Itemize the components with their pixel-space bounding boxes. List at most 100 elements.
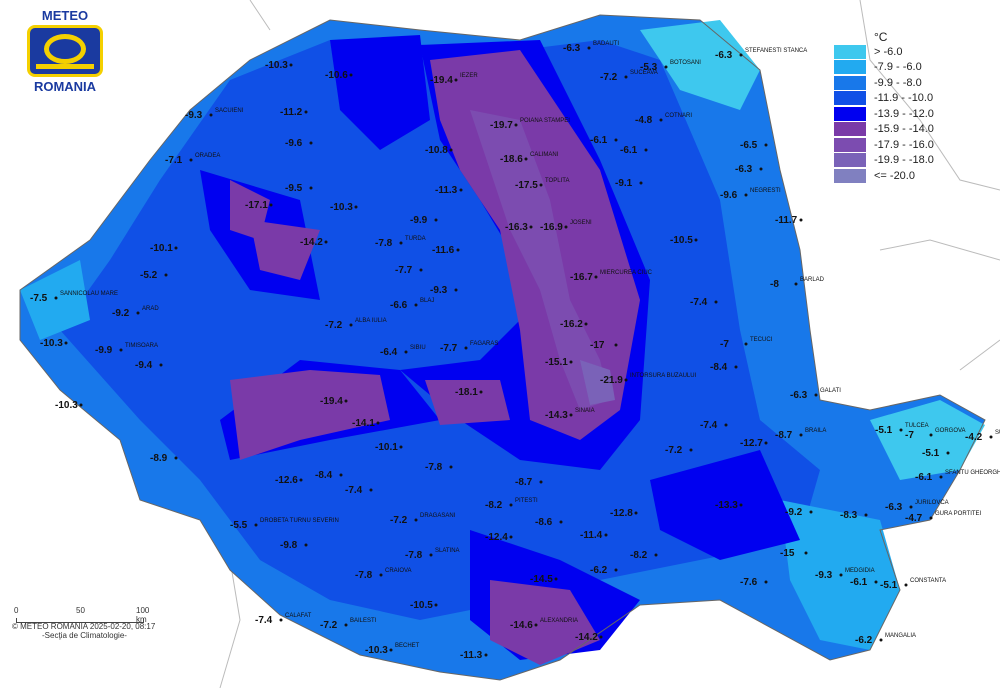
station-marker: -4.2 SULINA xyxy=(965,430,1000,443)
station-name: CALAFAT xyxy=(285,613,312,619)
station-name: TIMISOARA xyxy=(125,343,158,349)
station-value: -10.5 xyxy=(670,235,693,246)
station-name: BAILESTI xyxy=(350,618,377,624)
station-marker: -13.3 xyxy=(715,500,743,511)
station-dot xyxy=(304,543,308,547)
station-name: DROBETA TURNU SEVERIN xyxy=(260,518,339,524)
station-marker: -7.2 ALBA IULIA xyxy=(325,318,387,331)
station-marker: -12.6 xyxy=(275,475,303,486)
legend-label: -17.9 - -16.0 xyxy=(874,138,934,151)
station-marker: -18.1 xyxy=(455,387,483,398)
station-name: MEDGIDIA xyxy=(845,568,875,574)
station-dot xyxy=(414,518,418,522)
temperature-band xyxy=(640,20,760,110)
station-name: ALEXANDRIA xyxy=(540,618,578,624)
station-marker: -7.4 xyxy=(690,297,718,308)
temperature-band xyxy=(490,580,600,665)
station-dot xyxy=(714,300,718,304)
station-marker: -8.9 xyxy=(150,453,178,464)
country-border xyxy=(19,14,986,681)
station-dot xyxy=(939,475,943,479)
station-value: -11.3 xyxy=(460,650,483,661)
station-value: -5.5 xyxy=(230,520,248,531)
station-marker: -16.2 xyxy=(560,319,588,330)
station-dot xyxy=(529,225,533,229)
station-dot xyxy=(624,75,628,79)
station-name: STEFANESTI STANCA xyxy=(745,48,807,54)
station-value: -7.2 xyxy=(390,515,408,526)
station-value: -6.3 xyxy=(563,43,581,54)
legend-label: > -6.0 xyxy=(874,45,903,58)
station-name: BRAILA xyxy=(805,428,826,434)
legend-item: -7.9 - -6.0 xyxy=(834,60,934,76)
logo-text-top: METEO xyxy=(41,8,89,23)
station-value: -10.3 xyxy=(40,338,63,349)
station-dot xyxy=(899,428,903,432)
station-dot xyxy=(569,413,573,417)
legend-swatch xyxy=(834,137,866,152)
station-value: -16.7 xyxy=(570,272,593,283)
department-label: -Secţia de Climatologie- xyxy=(42,631,127,640)
station-value: -4.7 xyxy=(905,513,923,524)
station-marker: -6.2 xyxy=(590,565,618,576)
station-dot xyxy=(434,603,438,607)
station-value: -17 xyxy=(590,340,605,351)
station-dot xyxy=(839,573,843,577)
station-marker: -10.1 xyxy=(150,243,178,254)
station-marker: -9.3 xyxy=(430,285,458,296)
station-dot xyxy=(279,618,283,622)
legend-item: <= -20.0 xyxy=(834,168,934,184)
station-marker: -17.5 TOPLITA xyxy=(515,178,569,191)
station-value: -6.1 xyxy=(915,472,933,483)
temperature-band xyxy=(425,380,510,425)
station-name: CALIMANI xyxy=(530,152,559,158)
temperature-band xyxy=(330,35,430,150)
station-dot xyxy=(524,157,528,161)
station-value: -19.4 xyxy=(430,75,453,86)
station-value: -9.4 xyxy=(135,360,153,371)
station-marker: -8.2 xyxy=(630,550,658,561)
station-marker: -14.2 xyxy=(300,237,328,248)
station-marker: -9.5 xyxy=(285,183,313,194)
station-marker: -15.1 xyxy=(545,357,573,368)
station-dot xyxy=(299,478,303,482)
station-marker: -7.8 TURDA xyxy=(375,236,426,249)
station-marker: -6.4 SIBIU xyxy=(380,345,426,358)
station-dot xyxy=(644,148,648,152)
station-marker: -17 xyxy=(590,340,618,351)
station-marker: -14.6 ALEXANDRIA xyxy=(510,618,578,631)
station-marker: -12.4 xyxy=(485,532,513,543)
legend-swatch xyxy=(834,91,866,106)
station-name: SUCEAVA xyxy=(630,70,658,76)
station-name: BADAUTI xyxy=(593,41,619,47)
station-marker: -6.1 SFANTU GHEORGHE xyxy=(915,470,1000,483)
temperature-band xyxy=(580,360,615,405)
station-dot xyxy=(539,183,543,187)
temperature-band xyxy=(250,220,320,280)
station-dot xyxy=(594,275,598,279)
station-dot xyxy=(764,580,768,584)
station-marker: -10.3 xyxy=(40,338,68,349)
station-value: -9.3 xyxy=(430,285,448,296)
copyright-credit: © METEO ROMANIA 2025-02-20, 08:17 xyxy=(12,622,156,631)
station-name: MIERCUREA CIUC xyxy=(600,270,653,276)
station-dot xyxy=(759,167,763,171)
station-value: -8.9 xyxy=(150,453,168,464)
station-dot xyxy=(309,141,313,145)
station-name: CONSTANTA xyxy=(910,578,946,584)
station-value: -10.3 xyxy=(265,60,288,71)
station-dot xyxy=(904,583,908,587)
station-name: SIBIU xyxy=(410,345,426,351)
station-name: TULCEA xyxy=(905,423,929,429)
station-value: -9.9 xyxy=(410,215,428,226)
station-dot xyxy=(804,551,808,555)
station-marker: -11.7 xyxy=(775,215,803,226)
station-dot xyxy=(929,516,933,520)
station-marker: -10.3 BECHET xyxy=(365,643,420,656)
station-marker: -12.8 xyxy=(610,508,638,519)
station-name: PITESTI xyxy=(515,498,538,504)
station-name: SFANTU GHEORGHE xyxy=(945,470,1000,476)
station-value: -6.3 xyxy=(735,164,753,175)
station-dot xyxy=(724,423,728,427)
station-marker: -11.3 xyxy=(435,185,463,196)
